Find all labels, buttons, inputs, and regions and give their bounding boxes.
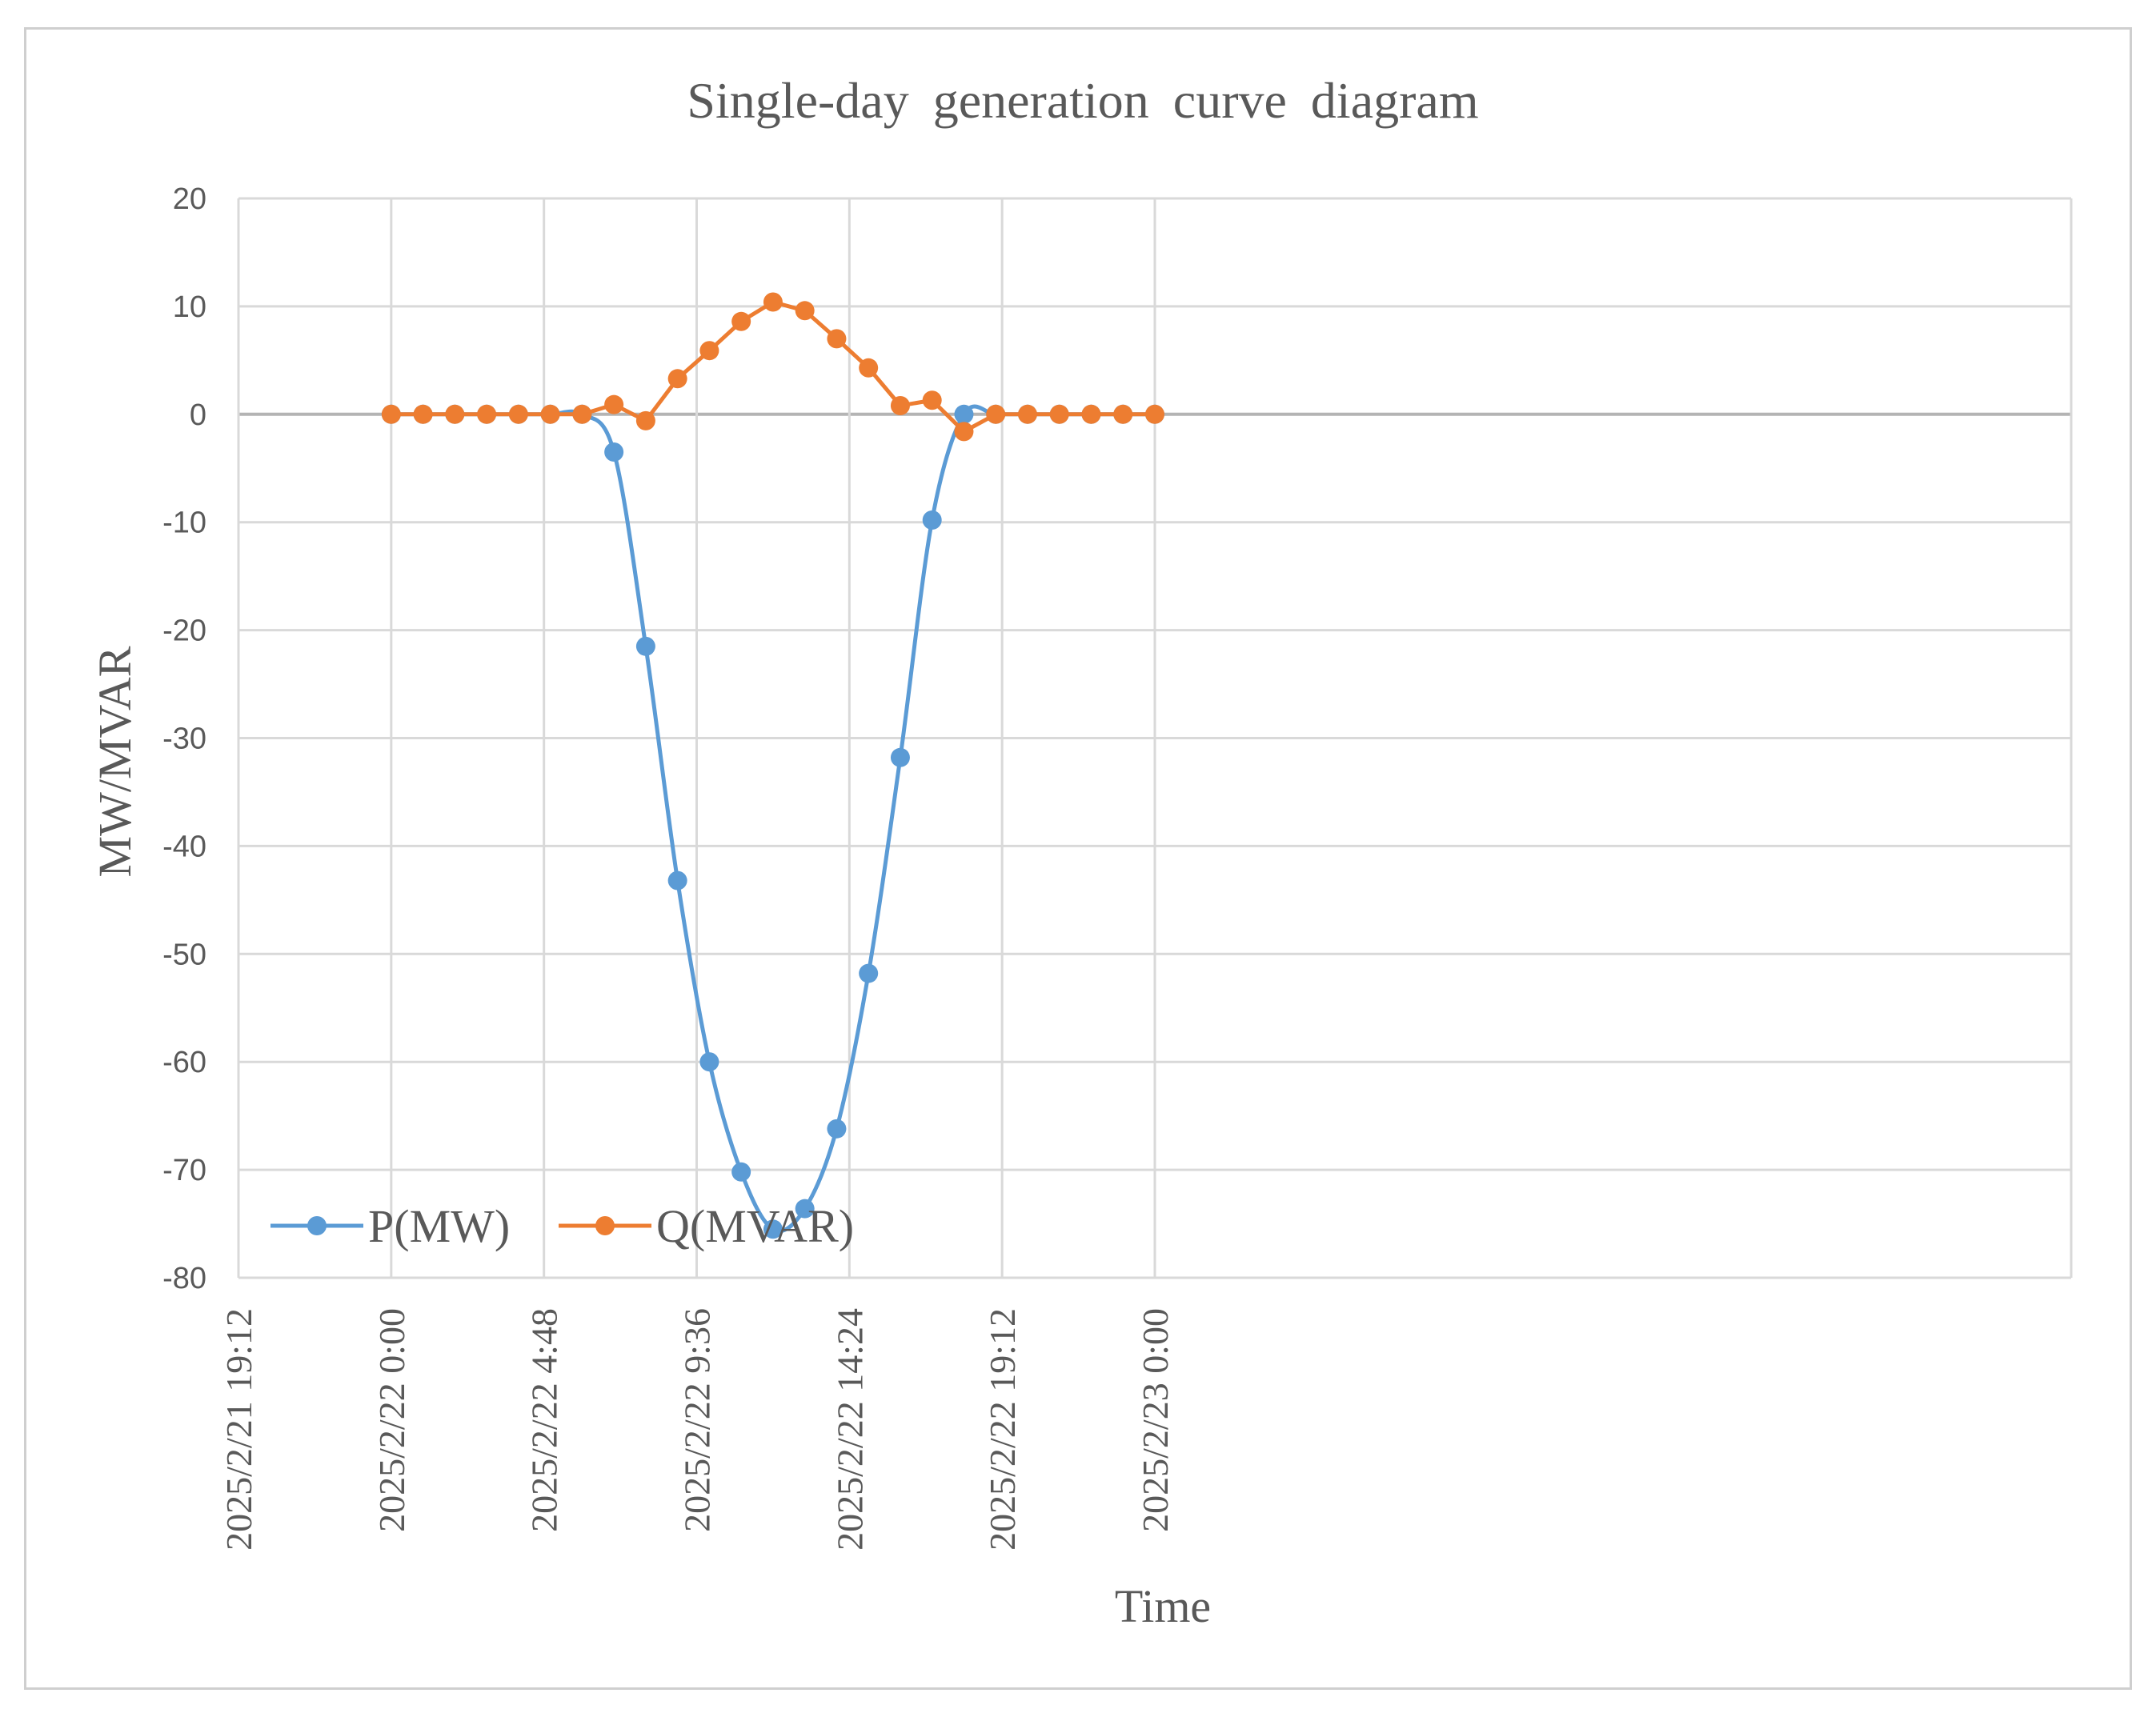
data-point-p [890,747,910,767]
legend-label-q: Q(MVAR) [656,1200,854,1252]
y-tick-label: -70 [162,1154,206,1187]
data-point-q [890,396,910,416]
y-tick-label: -40 [162,830,206,863]
x-tick-label: 2025/2/21 19:12 [218,1308,259,1551]
data-point-q [413,404,433,424]
data-point-q [986,404,1006,424]
x-tick-label: 2025/2/23 0:00 [1135,1308,1176,1532]
data-point-q [1049,404,1069,424]
y-tick-label: -20 [162,614,206,648]
data-point-q [763,292,783,312]
y-axis-label: MW/MVAR [89,646,141,877]
y-tick-label: -60 [162,1046,206,1079]
data-point-q [954,422,974,442]
data-point-p [699,1052,719,1072]
data-point-q [1017,404,1037,424]
data-point-p [859,963,879,983]
data-point-q [1113,404,1133,424]
legend-label-p: P(MW) [368,1200,510,1252]
chart-frame: Single-day generation curve diagram 20 10… [24,27,2132,1690]
data-point-q [699,341,719,361]
chart-title: Single-day generation curve diagram [687,72,1478,129]
series-line-q [391,300,1155,434]
x-tick-label: 2025/2/22 4:48 [524,1308,565,1532]
y-tick-label: -10 [162,506,206,540]
data-point-q [381,404,401,424]
data-point-p [954,404,974,424]
y-tick-label: 0 [190,398,206,432]
legend-marker-p [307,1216,327,1235]
series-line-p [391,404,1155,1233]
data-point-q [859,358,879,378]
series-layer [381,292,1164,1239]
data-point-q [827,329,847,349]
x-axis-label: Time [1115,1580,1211,1632]
data-point-p [763,1219,783,1239]
data-point-q [508,404,528,424]
y-tick-label: 10 [173,290,206,324]
y-tick-label: -50 [162,938,206,971]
data-point-p [795,1199,815,1219]
data-point-q [795,301,815,321]
data-point-p [827,1119,847,1139]
data-point-p [635,636,655,656]
data-point-q [477,404,497,424]
x-tick-label: 2025/2/22 9:36 [677,1308,718,1532]
x-tick-label: 2025/2/22 14:24 [829,1308,870,1551]
data-point-q [540,404,560,424]
grid-layer [237,197,2073,1279]
y-tick-label: -80 [162,1262,206,1295]
axis-layer: 20 10 0 -10 -20 -30 -40 -50 -60 -70 -80 2025/2/21 1… [162,182,1176,1551]
data-point-p [667,871,687,891]
x-tick-label: 2025/2/22 0:00 [371,1308,412,1532]
data-point-p [922,510,942,530]
legend: P(MW) Q(MVAR) [271,1200,854,1252]
legend-marker-q [595,1216,615,1235]
data-point-q [445,404,465,424]
data-point-q [1145,404,1164,424]
data-point-q [731,311,751,331]
data-point-p [731,1162,751,1182]
data-point-q [604,394,624,414]
data-point-q [635,410,655,430]
y-tick-label: -30 [162,722,206,756]
x-tick-label: 2025/2/22 19:12 [982,1308,1023,1551]
y-tick-label: 20 [173,182,206,216]
data-point-q [572,404,592,424]
data-point-p [604,442,624,462]
data-point-q [667,369,687,389]
line-chart: Single-day generation curve diagram 20 10… [89,72,2073,1632]
data-point-q [1081,404,1101,424]
data-point-q [922,390,942,410]
